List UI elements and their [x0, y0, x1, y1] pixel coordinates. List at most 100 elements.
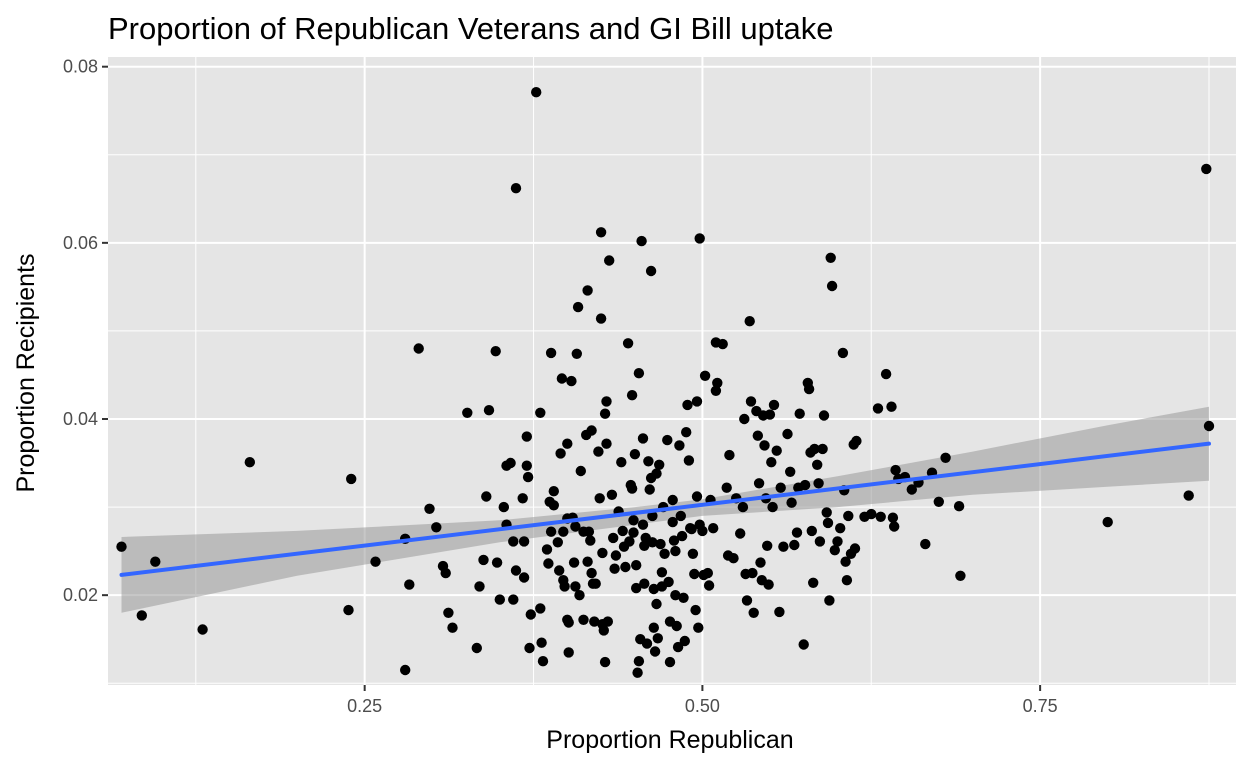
data-point [639, 578, 650, 589]
data-point [522, 471, 534, 483]
data-point [702, 567, 713, 579]
data-point [674, 440, 685, 451]
y-tick-label: 0.08 [63, 57, 98, 77]
data-point [481, 491, 492, 502]
data-point [568, 557, 580, 568]
data-point [594, 493, 605, 504]
data-point [728, 553, 739, 564]
data-point [1183, 490, 1194, 501]
y-axis: 0.02 0.04 0.06 0.08 [63, 57, 108, 605]
data-point [620, 561, 631, 573]
data-point [697, 525, 708, 537]
data-point [771, 445, 782, 456]
data-point [599, 408, 611, 419]
data-point [518, 536, 530, 547]
data-point [651, 468, 662, 479]
data-point [570, 521, 581, 532]
data-point [404, 579, 415, 590]
data-point [712, 377, 723, 389]
trend-line [119, 441, 1211, 577]
data-point [668, 535, 680, 546]
data-point [582, 285, 593, 296]
data-point [664, 656, 676, 668]
data-point [589, 616, 600, 627]
data-point [346, 473, 357, 485]
data-point [559, 581, 570, 592]
data-point [829, 545, 840, 556]
data-point [717, 338, 728, 350]
data-point [953, 501, 965, 512]
data-point [644, 484, 655, 495]
data-point [678, 592, 689, 603]
data-point [543, 558, 554, 569]
data-point [693, 622, 704, 633]
data-point [752, 430, 763, 441]
data-point [498, 501, 509, 513]
data-point [766, 457, 777, 468]
data-point [491, 557, 503, 568]
data-point [806, 525, 817, 537]
data-point [626, 483, 638, 494]
data-point [535, 407, 546, 418]
data-point [662, 434, 673, 446]
data-point [694, 233, 705, 244]
data-point [601, 396, 612, 407]
data-point [563, 647, 574, 658]
data-point [535, 603, 546, 614]
data-point [424, 503, 435, 514]
data-point [624, 536, 635, 547]
data-point [647, 510, 658, 522]
data-point [631, 560, 642, 571]
data-point [593, 446, 604, 457]
data-point [690, 604, 701, 616]
data-point [633, 656, 645, 667]
data-point [940, 452, 951, 463]
data-point [759, 440, 770, 451]
data-point [866, 508, 877, 520]
data-point [753, 478, 765, 489]
data-point [570, 581, 581, 592]
data-point [599, 656, 611, 668]
data-point [633, 368, 645, 379]
data-point [789, 539, 800, 551]
data-point [691, 491, 703, 502]
data-point [572, 301, 584, 313]
data-point [785, 466, 796, 477]
data-point [933, 496, 944, 507]
x-tick-label: 0.75 [1023, 696, 1058, 716]
data-point [636, 235, 647, 247]
data-point [890, 464, 901, 476]
data-point [817, 443, 828, 455]
data-point [955, 570, 966, 581]
data-point [563, 617, 574, 628]
data-point [803, 383, 815, 395]
data-point [649, 646, 661, 657]
data-point [531, 87, 542, 98]
data-point [608, 532, 619, 544]
data-point [595, 313, 607, 324]
data-point [681, 427, 692, 438]
data-point [598, 625, 609, 636]
data-point [197, 624, 208, 635]
plot-panel [108, 57, 1236, 685]
data-point [679, 635, 690, 647]
data-point [841, 575, 853, 586]
data-point [582, 556, 593, 567]
data-point [566, 375, 577, 387]
data-point [537, 656, 549, 667]
data-point [667, 494, 678, 506]
data-point [778, 541, 789, 552]
data-point [763, 579, 774, 590]
data-point [575, 465, 586, 477]
data-point [597, 547, 608, 559]
data-point [724, 449, 735, 461]
data-point [616, 457, 627, 468]
data-point [510, 183, 522, 194]
data-point [670, 590, 681, 601]
data-point [585, 535, 596, 546]
data-point [440, 567, 451, 579]
data-point [578, 614, 589, 625]
data-point [825, 252, 836, 263]
data-point [814, 536, 826, 547]
data-point [150, 556, 161, 567]
